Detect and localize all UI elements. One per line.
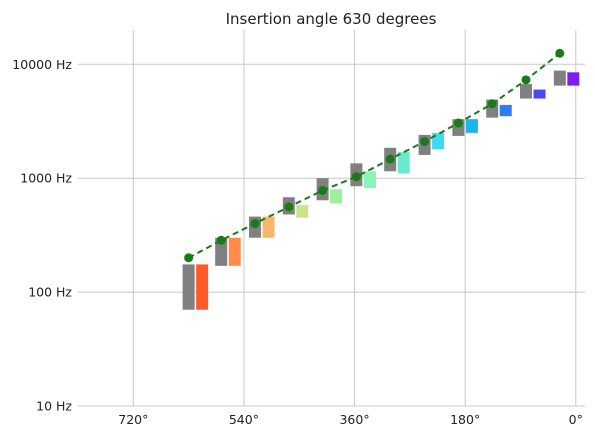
x-tick-label: 540° <box>229 412 259 427</box>
gray-range-bar <box>215 237 228 266</box>
chart-title: Insertion angle 630 degrees <box>226 10 437 28</box>
y-tick-label: 100 Hz <box>28 285 72 300</box>
colored-range-bar <box>262 216 275 238</box>
y-axis-tick-labels: 10 Hz 100 Hz 1000 Hz 10000 Hz <box>12 57 72 414</box>
colored-range-bar <box>363 171 376 189</box>
trend-point <box>318 185 328 195</box>
trend-point <box>284 202 294 212</box>
trend-point <box>250 219 260 229</box>
grid <box>78 30 585 407</box>
y-tick-label: 10000 Hz <box>12 57 72 72</box>
gray-range-bar <box>182 264 195 310</box>
trend-point <box>385 154 395 164</box>
trend-line <box>188 52 561 259</box>
trend-point <box>351 172 361 182</box>
y-tick-label: 1000 Hz <box>20 171 72 186</box>
gray-range-bar <box>553 70 566 86</box>
gray-range-bar <box>520 84 533 99</box>
trend-point <box>487 99 497 109</box>
colored-range-bars <box>196 72 580 310</box>
trend-point <box>453 118 463 128</box>
trend-point <box>184 253 194 263</box>
trend-line-series <box>184 48 565 263</box>
colored-range-bar <box>432 132 445 150</box>
colored-range-bar <box>533 89 546 99</box>
colored-range-bar <box>567 72 580 86</box>
trend-point <box>521 75 531 85</box>
x-tick-label: 360° <box>339 412 369 427</box>
y-tick-label: 10 Hz <box>36 399 72 414</box>
colored-range-bar <box>196 264 209 310</box>
colored-range-bar <box>397 151 410 174</box>
x-tick-label: 180° <box>450 412 480 427</box>
colored-range-bar <box>465 119 478 133</box>
x-axis-tick-labels: 720° 540° 360° 180° 0° <box>118 412 583 427</box>
trend-point <box>555 48 565 58</box>
trend-point <box>420 136 430 146</box>
x-tick-label: 720° <box>118 412 148 427</box>
colored-range-bar <box>330 189 343 204</box>
x-tick-label: 0° <box>569 412 583 427</box>
trend-point <box>216 235 226 245</box>
colored-range-bar <box>296 205 309 218</box>
colored-range-bar <box>228 237 241 266</box>
colored-range-bar <box>499 104 512 117</box>
